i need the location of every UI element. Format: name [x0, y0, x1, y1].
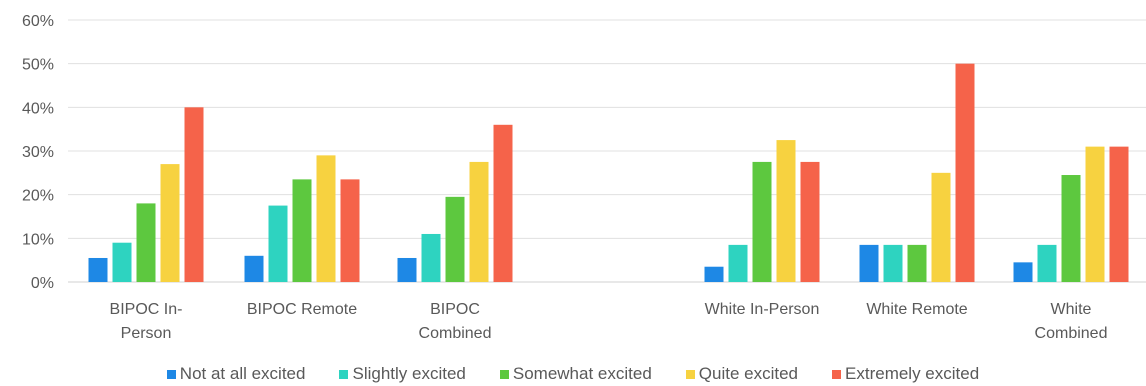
legend-swatch	[166, 369, 176, 379]
x-category-label: BIPOC	[430, 301, 480, 318]
x-category-label: White	[1051, 301, 1092, 318]
bar	[112, 242, 132, 282]
legend-label: Extremely excited	[845, 364, 980, 383]
bar	[184, 107, 204, 282]
bar	[859, 244, 879, 282]
bar	[136, 203, 156, 282]
bar	[728, 244, 748, 282]
bar	[1037, 244, 1057, 282]
bar	[1085, 146, 1105, 282]
bar	[704, 266, 724, 282]
legend-item: Somewhat excited	[499, 362, 652, 386]
bar	[340, 179, 360, 282]
bar	[445, 196, 465, 282]
y-tick-label: 10%	[22, 231, 54, 248]
bar	[160, 164, 180, 282]
x-category-label: White In-Person	[705, 301, 820, 318]
bar	[1061, 175, 1081, 282]
bar-chart: 0% 10% 20% 30% 40% 50% 60% BIPOC In- Person BIPOC…	[22, 13, 1146, 342]
legend-item: Quite excited	[685, 362, 799, 386]
bar	[421, 233, 441, 282]
bar	[292, 179, 312, 282]
y-tick-label: 50%	[22, 57, 54, 74]
x-category-label: Combined	[419, 325, 492, 342]
y-tick-label: 0%	[31, 275, 54, 292]
legend-item: Slightly excited	[339, 362, 466, 386]
bar	[907, 244, 927, 282]
bar	[931, 172, 951, 282]
legend-label: Somewhat excited	[512, 364, 652, 383]
legend-item: Extremely excited	[832, 362, 979, 386]
bar	[244, 255, 264, 282]
bar	[800, 161, 820, 282]
chart-legend: Not at all excited Slightly excited Somewh…	[0, 362, 1146, 386]
x-category-label: BIPOC In-	[110, 301, 183, 318]
bar	[776, 140, 796, 282]
bar	[1109, 146, 1129, 282]
legend-swatch	[339, 369, 349, 379]
legend-item: Not at all excited	[166, 362, 306, 386]
bar	[268, 205, 288, 282]
legend-label: Slightly excited	[352, 364, 466, 383]
legend-swatch	[685, 369, 695, 379]
y-tick-label: 20%	[22, 188, 54, 205]
bar	[493, 124, 513, 282]
bar	[955, 63, 975, 282]
x-category-label: BIPOC Remote	[247, 301, 357, 318]
y-tick-label: 40%	[22, 100, 54, 117]
y-tick-label: 30%	[22, 144, 54, 161]
bar	[883, 244, 903, 282]
x-category-label: Person	[121, 325, 172, 342]
y-tick-label: 60%	[22, 13, 54, 30]
legend-swatch	[832, 369, 842, 379]
legend-label: Not at all excited	[179, 364, 306, 383]
bar	[1013, 262, 1033, 282]
bar	[397, 257, 417, 282]
bar	[316, 155, 336, 282]
bar	[469, 161, 489, 282]
x-category-label: White Remote	[866, 301, 967, 318]
bar	[752, 161, 772, 282]
legend-swatch	[499, 369, 509, 379]
bar	[88, 257, 108, 282]
legend-label: Quite excited	[698, 364, 799, 383]
x-category-label: Combined	[1035, 325, 1108, 342]
